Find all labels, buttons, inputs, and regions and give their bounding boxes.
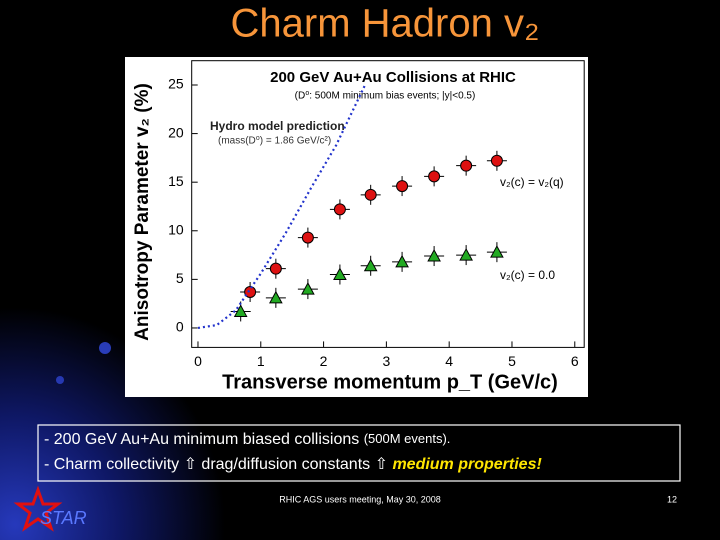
data-point [490,245,504,258]
text-box [37,424,681,482]
page-number: 12 [667,494,677,504]
y-tick-label: 15 [168,173,184,189]
bullet-note: (500M events). [364,431,451,446]
x-tick-label: 1 [257,353,265,369]
data-point [244,286,257,299]
x-tick-label: 5 [508,353,516,369]
bullet: - 200 GeV Au+Au minimum biased collision… [44,431,450,448]
data-point [333,267,347,281]
data-point [459,248,473,261]
star-logo [13,485,63,532]
y-tick-label: 10 [168,221,184,237]
footer: RHIC AGS users meeting, May 30, 2008 [279,494,441,504]
data-point [301,282,315,295]
plot-panel [125,57,588,397]
data-point [269,262,282,275]
x-tick-label: 6 [571,353,579,369]
data-point [428,170,441,183]
y-tick-label: 20 [168,124,184,140]
data-point [333,203,346,216]
data-point [460,159,473,172]
logo-text: STAR [40,508,87,528]
y-tick-label: 5 [176,270,184,286]
data-point [490,154,503,167]
y-axis-label: Anisotropy Parameter v₂ (%) [132,83,153,341]
data-point [269,290,283,304]
y-tick-label: 0 [176,319,184,335]
x-tick-label: 3 [382,353,390,369]
bullet-text: - 200 GeV Au+Au minimum biased collision… [44,431,364,448]
legend-label: v₂(c) = 0.0 [500,268,555,282]
legend-label: v₂(c) = v₂(q) [500,175,564,189]
slide-title: Charm Hadron v₂ [231,2,540,46]
x-tick-label: 0 [194,353,202,369]
annotation: (mass(D⁰) = 1.86 GeV/c²) [218,136,331,147]
data-point [301,231,314,244]
bullet: - Charm collectivity ⇧ drag/diffusion co… [44,456,542,473]
y-tick-label: 25 [168,76,184,92]
data-point [364,188,377,201]
data-point [233,304,248,317]
data-point [396,180,409,193]
data-point [395,254,409,268]
bullet-text: - Charm collectivity ⇧ drag/diffusion co… [44,456,392,473]
bullet-emphasis: medium properties! [392,456,542,473]
x-tick-label: 4 [445,353,453,369]
x-tick-label: 2 [320,353,328,369]
legend-label: Hydro model prediction [210,119,345,133]
chart-title: 200 GeV Au+Au Collisions at RHIC [270,69,516,86]
hydro-curve [197,84,367,330]
chart-subtitle: (D⁰: 500M minimum bias events; |y|<0.5) [295,91,476,102]
data-point [363,258,378,272]
plot-frame [191,60,585,348]
x-axis-label: Transverse momentum p_T (GeV/c) [222,371,558,393]
data-point [427,249,441,262]
